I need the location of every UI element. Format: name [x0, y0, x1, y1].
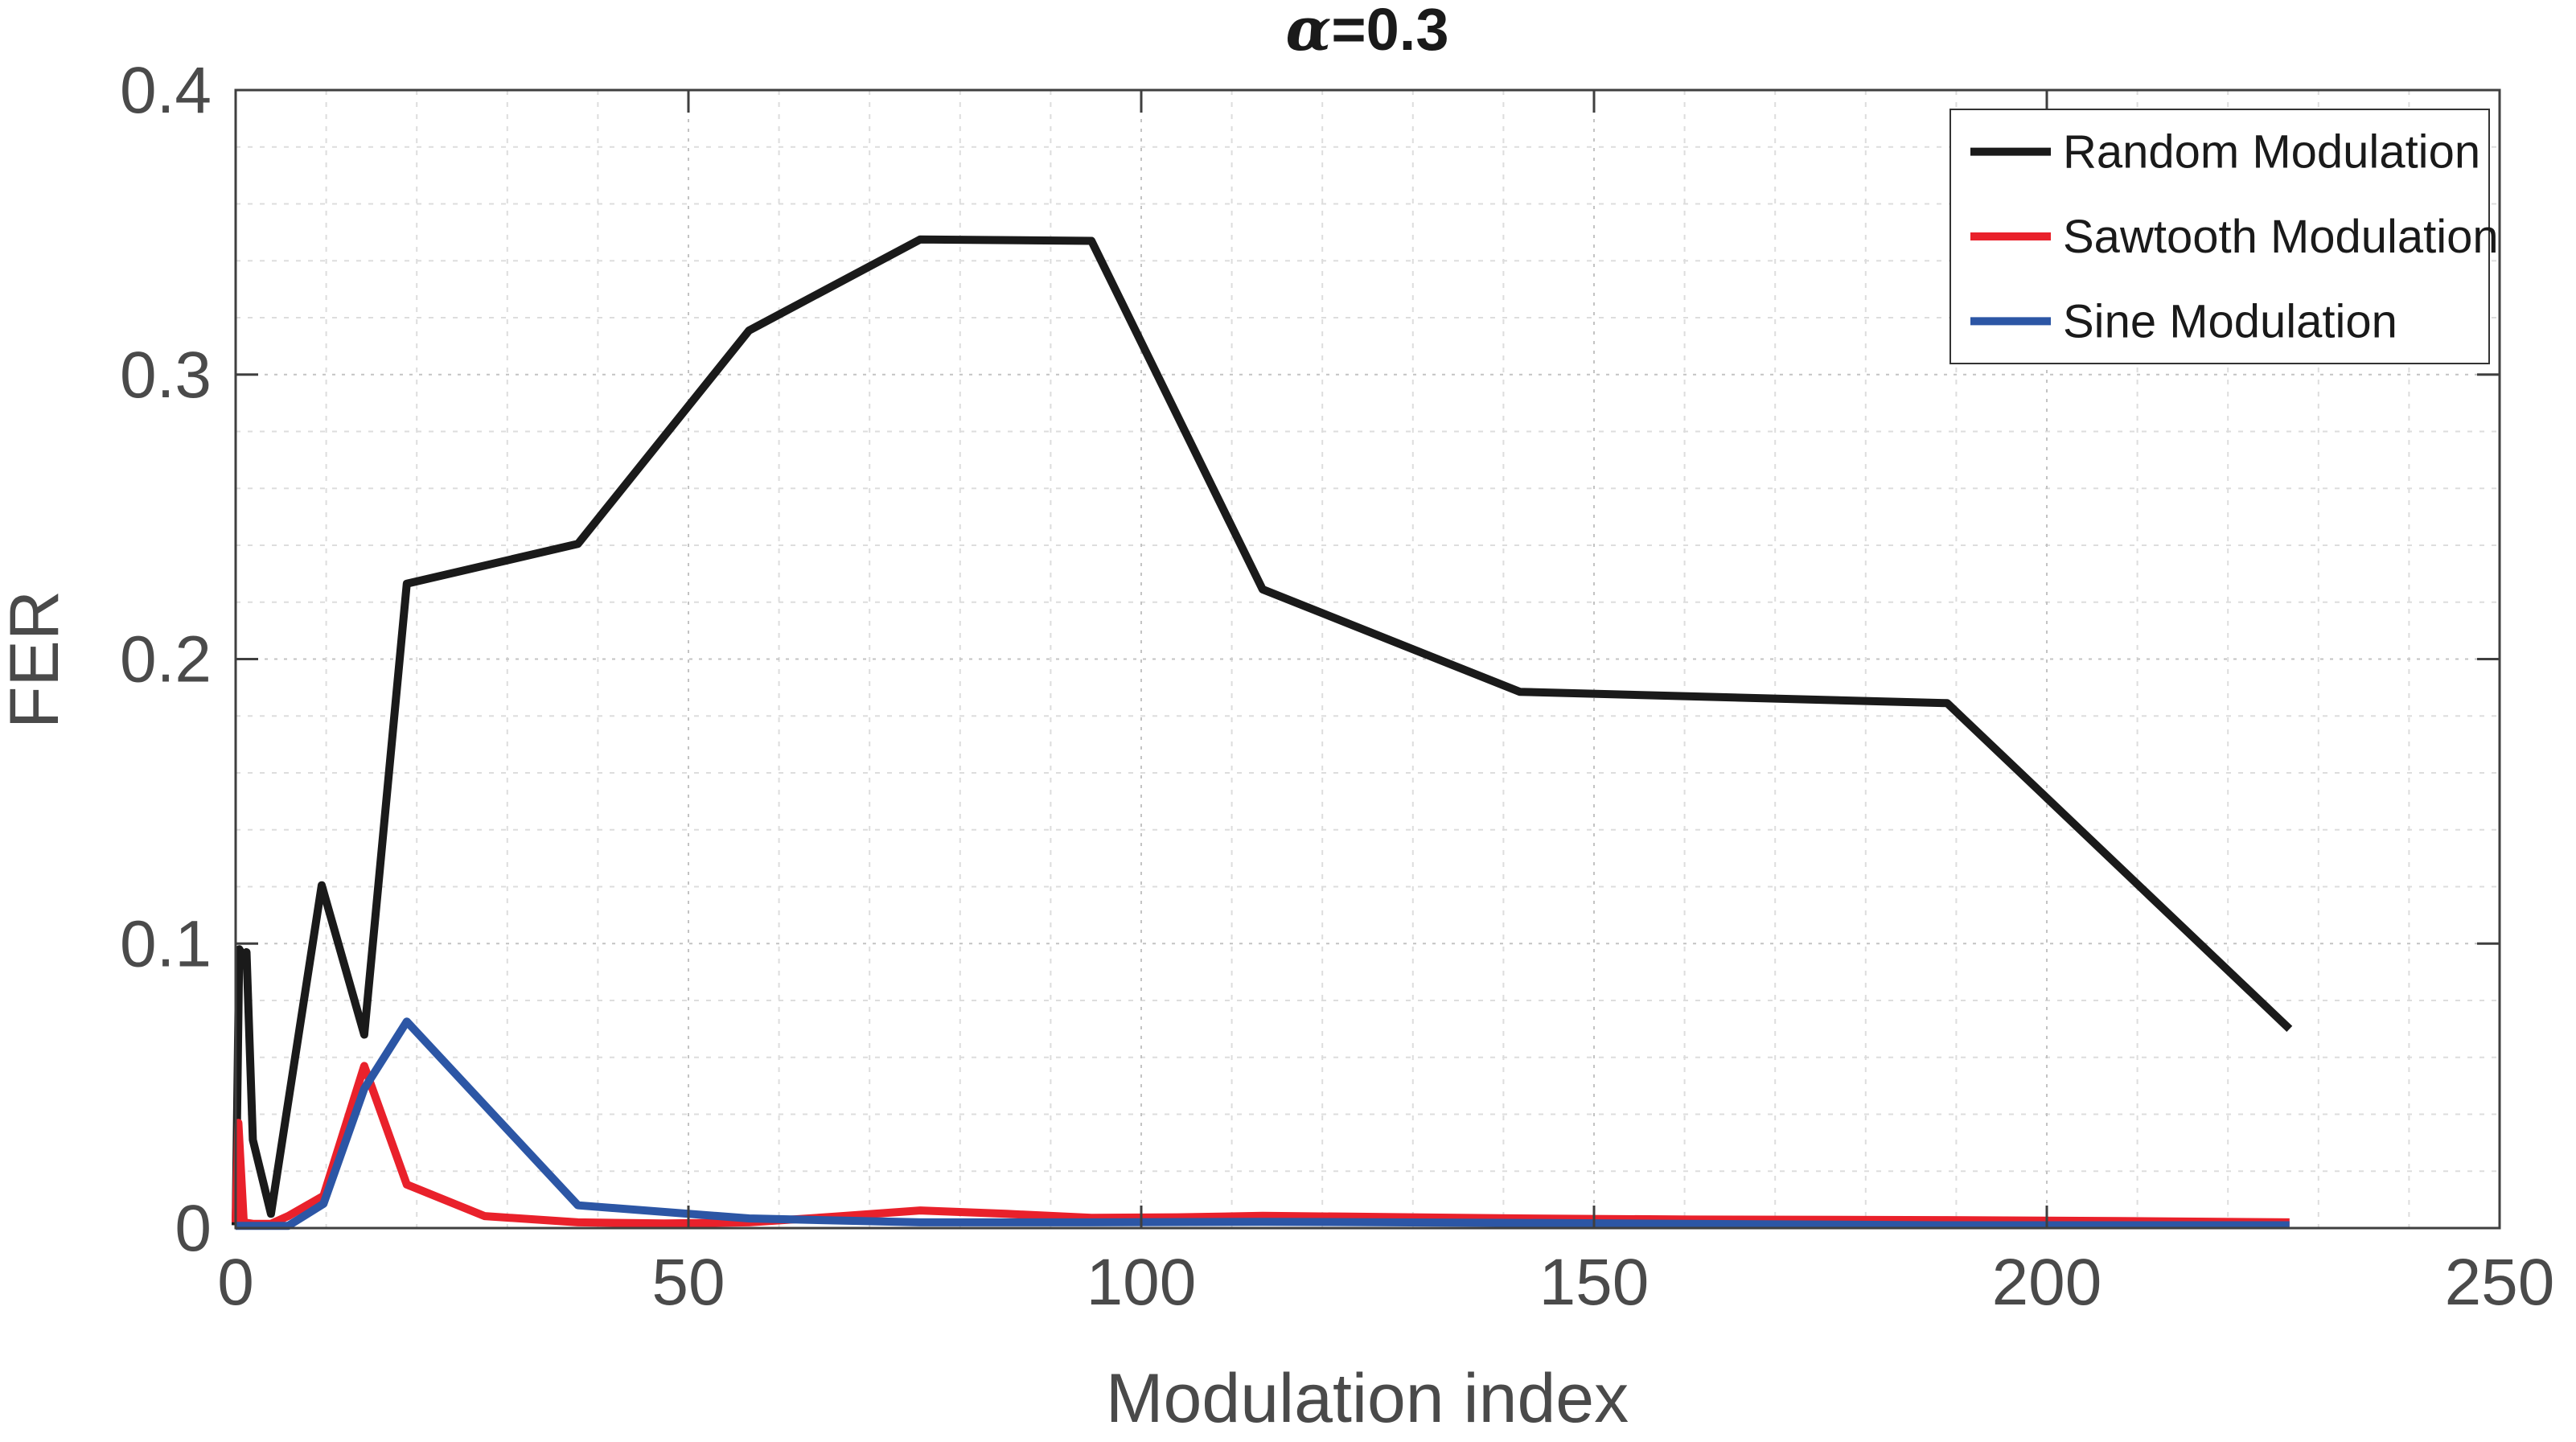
y-tick-label: 0	[175, 1192, 212, 1265]
title-alpha-symbol: α	[1285, 0, 1331, 64]
legend-box: Random Modulation Sawtooth Modulation Sine…	[1949, 109, 2499, 364]
legend-item-sine-modulation: Sine Modulation	[1970, 295, 2397, 347]
x-tick-label: 100	[1087, 1246, 1197, 1319]
legend-item-random-modulation: Random Modulation	[1970, 126, 2480, 179]
tick-labels: 0 50 100 150 200 250 0 0.1 0.2 0.3 0.4	[120, 54, 2554, 1319]
axes-box	[234, 88, 2501, 1230]
legend-label: Sawtooth Modulation	[2063, 211, 2499, 263]
x-tick-label: 150	[1539, 1246, 1650, 1319]
legend-item-sawtooth-modulation: Sawtooth Modulation	[1970, 211, 2499, 263]
data-series-group	[232, 235, 2293, 1230]
title-value: =0.3	[1331, 0, 1448, 63]
series-line-sine-modulation	[236, 1017, 2290, 1230]
x-axis-label: Modulation index	[1106, 1360, 1629, 1437]
y-tick-label: 0.3	[120, 339, 212, 412]
major-gridlines	[236, 90, 2500, 1228]
chart-title: α=0.3	[1285, 0, 1448, 64]
legend-label: Random Modulation	[2063, 126, 2480, 179]
series-line-random-modulation	[232, 235, 2293, 1226]
x-tick-label: 0	[217, 1246, 254, 1319]
legend-label: Sine Modulation	[2063, 295, 2397, 347]
y-tick-label: 0.1	[120, 907, 212, 980]
x-tick-label: 250	[2445, 1246, 2555, 1319]
y-tick-label: 0.2	[120, 623, 212, 696]
y-axis-label: FER	[0, 590, 73, 729]
series-line-sawtooth-modulation	[232, 1062, 2290, 1228]
x-tick-label: 200	[1992, 1246, 2102, 1319]
x-tick-label: 50	[651, 1246, 725, 1319]
y-tick-label: 0.4	[120, 54, 212, 127]
